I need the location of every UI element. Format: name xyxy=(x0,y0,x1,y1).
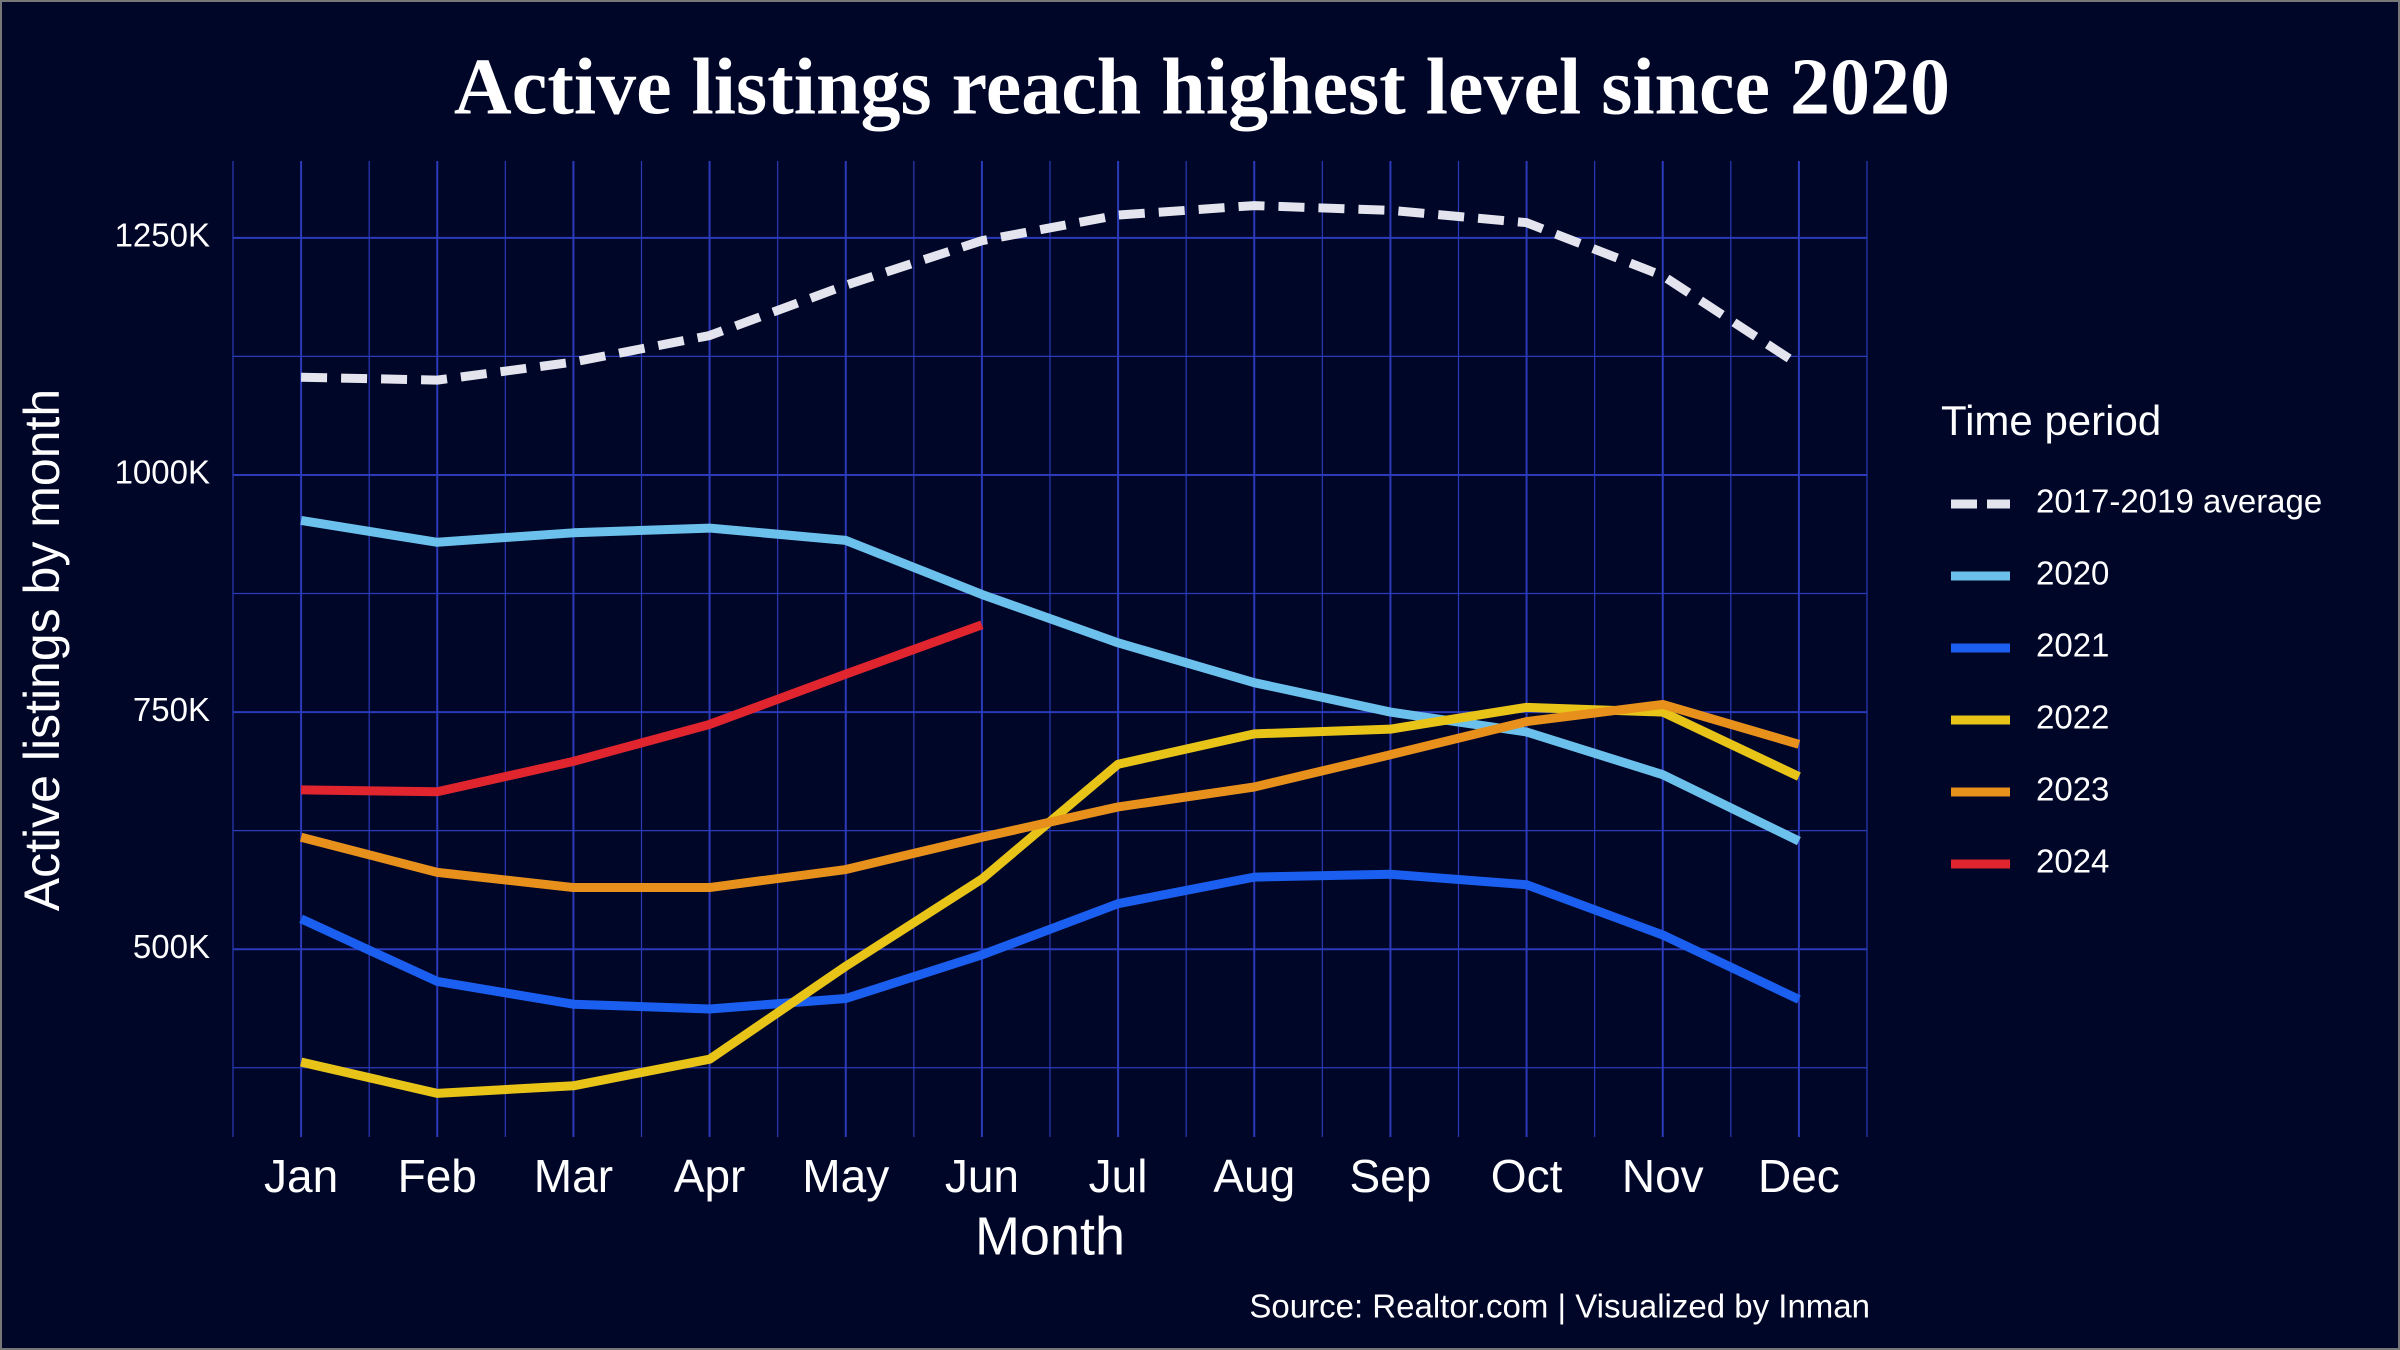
source: Source: Realtor.com | Visualized by Inma… xyxy=(1249,1288,1870,1325)
legend-title: Time period xyxy=(1941,397,2161,444)
x-tick-label: Jul xyxy=(1089,1150,1148,1202)
x-tick-label: Oct xyxy=(1491,1150,1563,1202)
legend-label: 2022 xyxy=(2036,699,2109,736)
series-line xyxy=(300,201,1802,385)
series-line xyxy=(300,516,1801,846)
series-line xyxy=(299,699,1801,893)
chart-title: Active listings reach highest level sinc… xyxy=(454,43,1950,131)
x-tick-label: Apr xyxy=(674,1150,746,1202)
legend-label: 2020 xyxy=(2036,555,2109,592)
x-tick-label: Jan xyxy=(264,1150,338,1202)
y-tick-label: 1000K xyxy=(115,454,210,491)
x-tick-label: May xyxy=(802,1150,889,1202)
y-tick-label: 1250K xyxy=(115,217,210,254)
x-axis-title: Month xyxy=(975,1206,1125,1266)
y-axis-title: Active listings by month xyxy=(14,389,70,911)
legend-label: 2021 xyxy=(2036,627,2109,664)
x-tick-label: Dec xyxy=(1758,1150,1840,1202)
series-line xyxy=(301,620,984,797)
y-tick-label: 500K xyxy=(133,928,210,965)
legend-label: 2023 xyxy=(2036,771,2109,808)
x-tick-label: Aug xyxy=(1213,1150,1295,1202)
x-tick-label: Jun xyxy=(945,1150,1019,1202)
x-tick-label: Mar xyxy=(534,1150,613,1202)
legend-label: 2017-2019 average xyxy=(2036,483,2322,520)
x-tick-label: Feb xyxy=(398,1150,477,1202)
x-tick-label: Sep xyxy=(1349,1150,1431,1202)
series-line xyxy=(299,869,1801,1014)
y-tick-label: 750K xyxy=(133,691,210,728)
x-tick-label: Nov xyxy=(1622,1150,1704,1202)
legend-label: 2024 xyxy=(2036,843,2109,880)
